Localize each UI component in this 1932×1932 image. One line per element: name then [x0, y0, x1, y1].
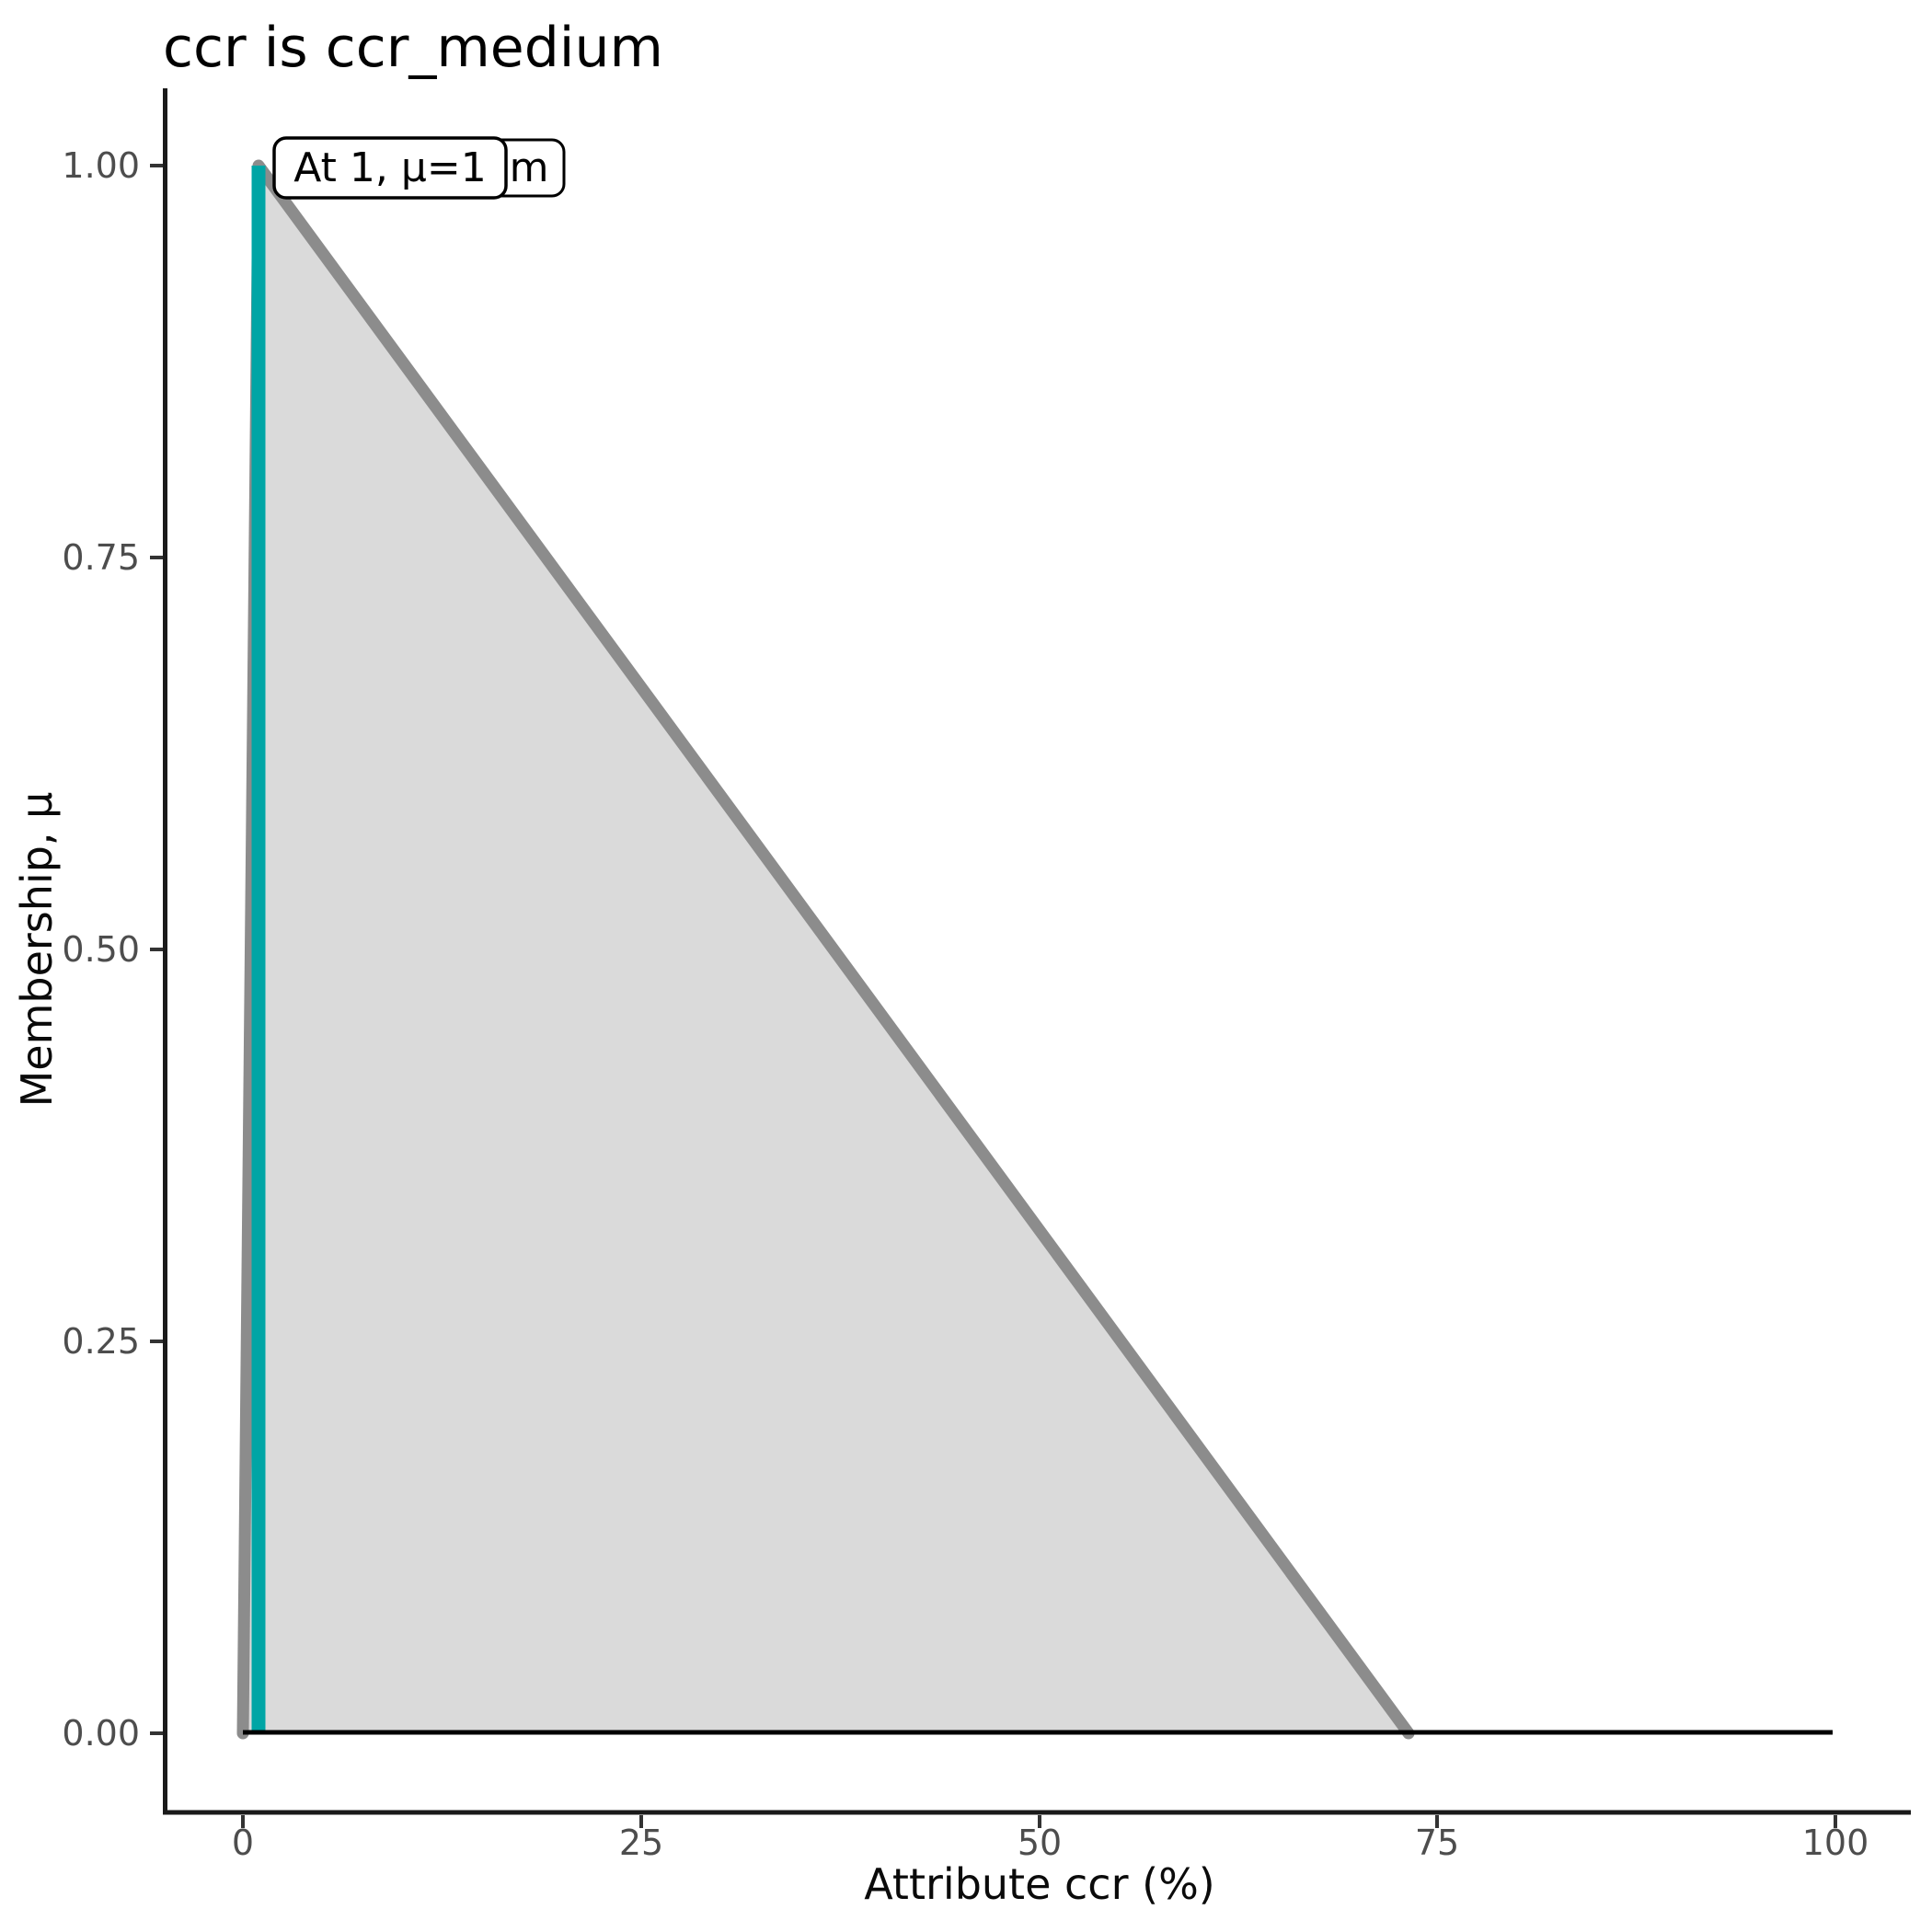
y-tick-label: 0.75 — [62, 537, 140, 578]
x-tick-label: 100 — [1802, 1823, 1869, 1863]
x-tick-label: 0 — [232, 1823, 254, 1863]
chart-title: ccr is ccr_medium — [163, 16, 663, 80]
y-tick-label: 0.25 — [62, 1321, 140, 1362]
annotation-text: At 1, μ=1 — [293, 144, 486, 191]
y-axis-ticks — [150, 164, 163, 1735]
x-axis-ticks — [241, 1815, 1837, 1828]
y-tick-label: 0.00 — [62, 1713, 140, 1754]
y-tick-label: 1.00 — [62, 145, 140, 186]
x-tick-labels: 0 25 50 75 100 — [232, 1823, 1869, 1863]
x-tick-label: 25 — [619, 1823, 663, 1863]
y-tick-labels: 0.00 0.25 0.50 0.75 1.00 — [62, 145, 140, 1754]
x-tick-label: 75 — [1415, 1823, 1459, 1863]
x-axis-title: Attribute ccr (%) — [864, 1859, 1214, 1909]
annotation-box — [272, 136, 508, 200]
y-axis-title: Membership, μ — [12, 792, 62, 1108]
x-tick-label: 50 — [1018, 1823, 1062, 1863]
y-tick-label: 0.50 — [62, 929, 140, 970]
term-label-text: m — [510, 144, 549, 191]
